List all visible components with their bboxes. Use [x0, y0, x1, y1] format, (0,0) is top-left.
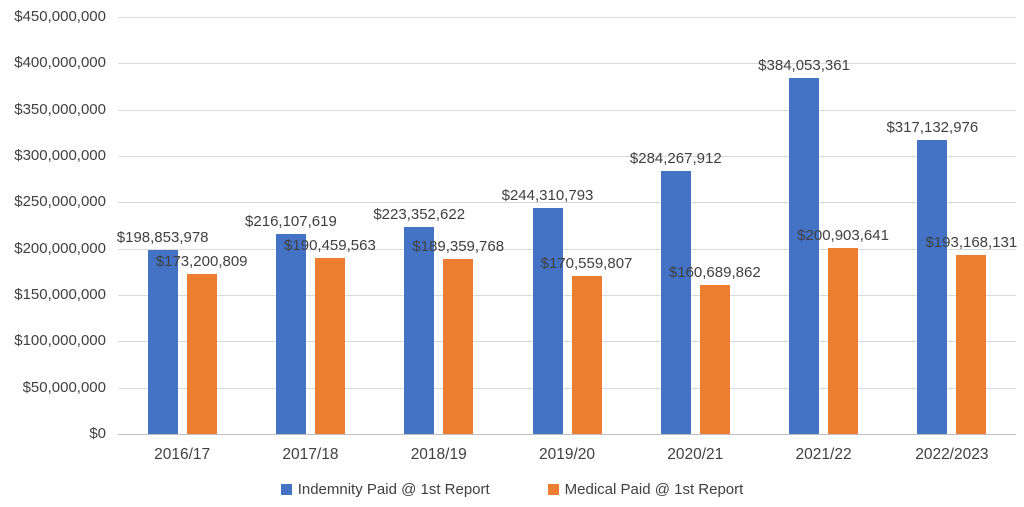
plot-area: $198,853,978 $173,200,809 $216,107,619 $190…: [116, 17, 1018, 435]
legend-label: Indemnity Paid @ 1st Report: [297, 481, 490, 498]
gridline: [118, 295, 1016, 296]
y-axis-tick-label: $100,000,000: [14, 332, 106, 350]
y-axis-tick-label: $300,000,000: [14, 147, 106, 164]
legend: Indemnity Paid @ 1st Report Medical Paid …: [0, 481, 1024, 498]
value-label: $170,559,807: [540, 254, 633, 272]
value-label: $244,310,793: [501, 186, 594, 204]
gridline: [118, 63, 1016, 65]
y-axis-tick-label: $250,000,000: [14, 193, 106, 211]
bar-indemnity: [147, 249, 178, 434]
bar-medical: [699, 285, 730, 434]
bar-indemnity: [275, 233, 306, 434]
bar-medical: [314, 257, 345, 434]
value-label: $198,853,978: [116, 228, 209, 246]
y-axis-tick-label: $50,000,000: [22, 378, 106, 396]
gridline: [118, 341, 1016, 343]
x-axis-tick-label: 2018/19: [410, 446, 467, 463]
legend-swatch-icon: [280, 484, 292, 495]
bar-indemnity: [404, 227, 435, 434]
gridline: [118, 17, 1016, 18]
bar-medical: [186, 273, 217, 434]
y-axis-tick-label: $0: [89, 425, 106, 442]
bar-medical: [443, 258, 474, 434]
gridline: [118, 156, 1016, 157]
y-axis-tick-label: $150,000,000: [14, 286, 106, 303]
x-axis-line: [118, 434, 1016, 435]
y-axis-tick-label: $450,000,000: [14, 8, 106, 25]
legend-swatch-icon: [547, 484, 559, 495]
bar-indemnity: [789, 78, 820, 434]
bar-indemnity: [917, 140, 948, 434]
legend-label: Medical Paid @ 1st Report: [564, 481, 744, 498]
bar-indemnity: [660, 170, 691, 434]
value-label: $193,168,131: [925, 234, 1018, 251]
value-label: $216,107,619: [245, 212, 337, 230]
bar-indemnity: [532, 207, 563, 434]
value-label: $317,132,976: [886, 119, 979, 137]
x-axis-tick-label: 2020/21: [667, 446, 724, 463]
legend-item: Indemnity Paid @ 1st Report: [280, 481, 490, 498]
x-axis-tick-label: 2016/17: [154, 446, 211, 463]
x-axis-tick-label: 2019/20: [538, 446, 595, 463]
y-axis-tick-label: $400,000,000: [14, 54, 106, 72]
value-label: $173,200,809: [155, 252, 248, 270]
value-label: $284,267,912: [629, 149, 722, 167]
x-axis-tick-label: 2017/18: [282, 446, 339, 463]
y-axis-tick-label: $350,000,000: [14, 100, 106, 118]
gridline: [118, 387, 1016, 389]
x-axis-tick-label: 2021/22: [795, 446, 852, 463]
y-axis-tick-label: $200,000,000: [14, 239, 106, 257]
value-label: $160,689,862: [668, 264, 761, 282]
bar-medical: [828, 247, 859, 434]
value-label: $384,053,361: [758, 57, 850, 75]
gridline: [118, 248, 1016, 250]
value-label: $189,359,768: [412, 237, 505, 255]
bar-medical: [956, 255, 987, 434]
bar-medical: [571, 275, 602, 434]
value-label: $190,459,563: [284, 236, 376, 254]
gridline: [118, 202, 1016, 204]
x-axis-tick-label: 2022/2023: [915, 446, 989, 463]
gridline: [118, 109, 1016, 111]
value-label: $200,903,641: [797, 226, 889, 244]
value-label: $223,352,622: [373, 206, 466, 224]
legend-item: Medical Paid @ 1st Report: [547, 481, 744, 498]
